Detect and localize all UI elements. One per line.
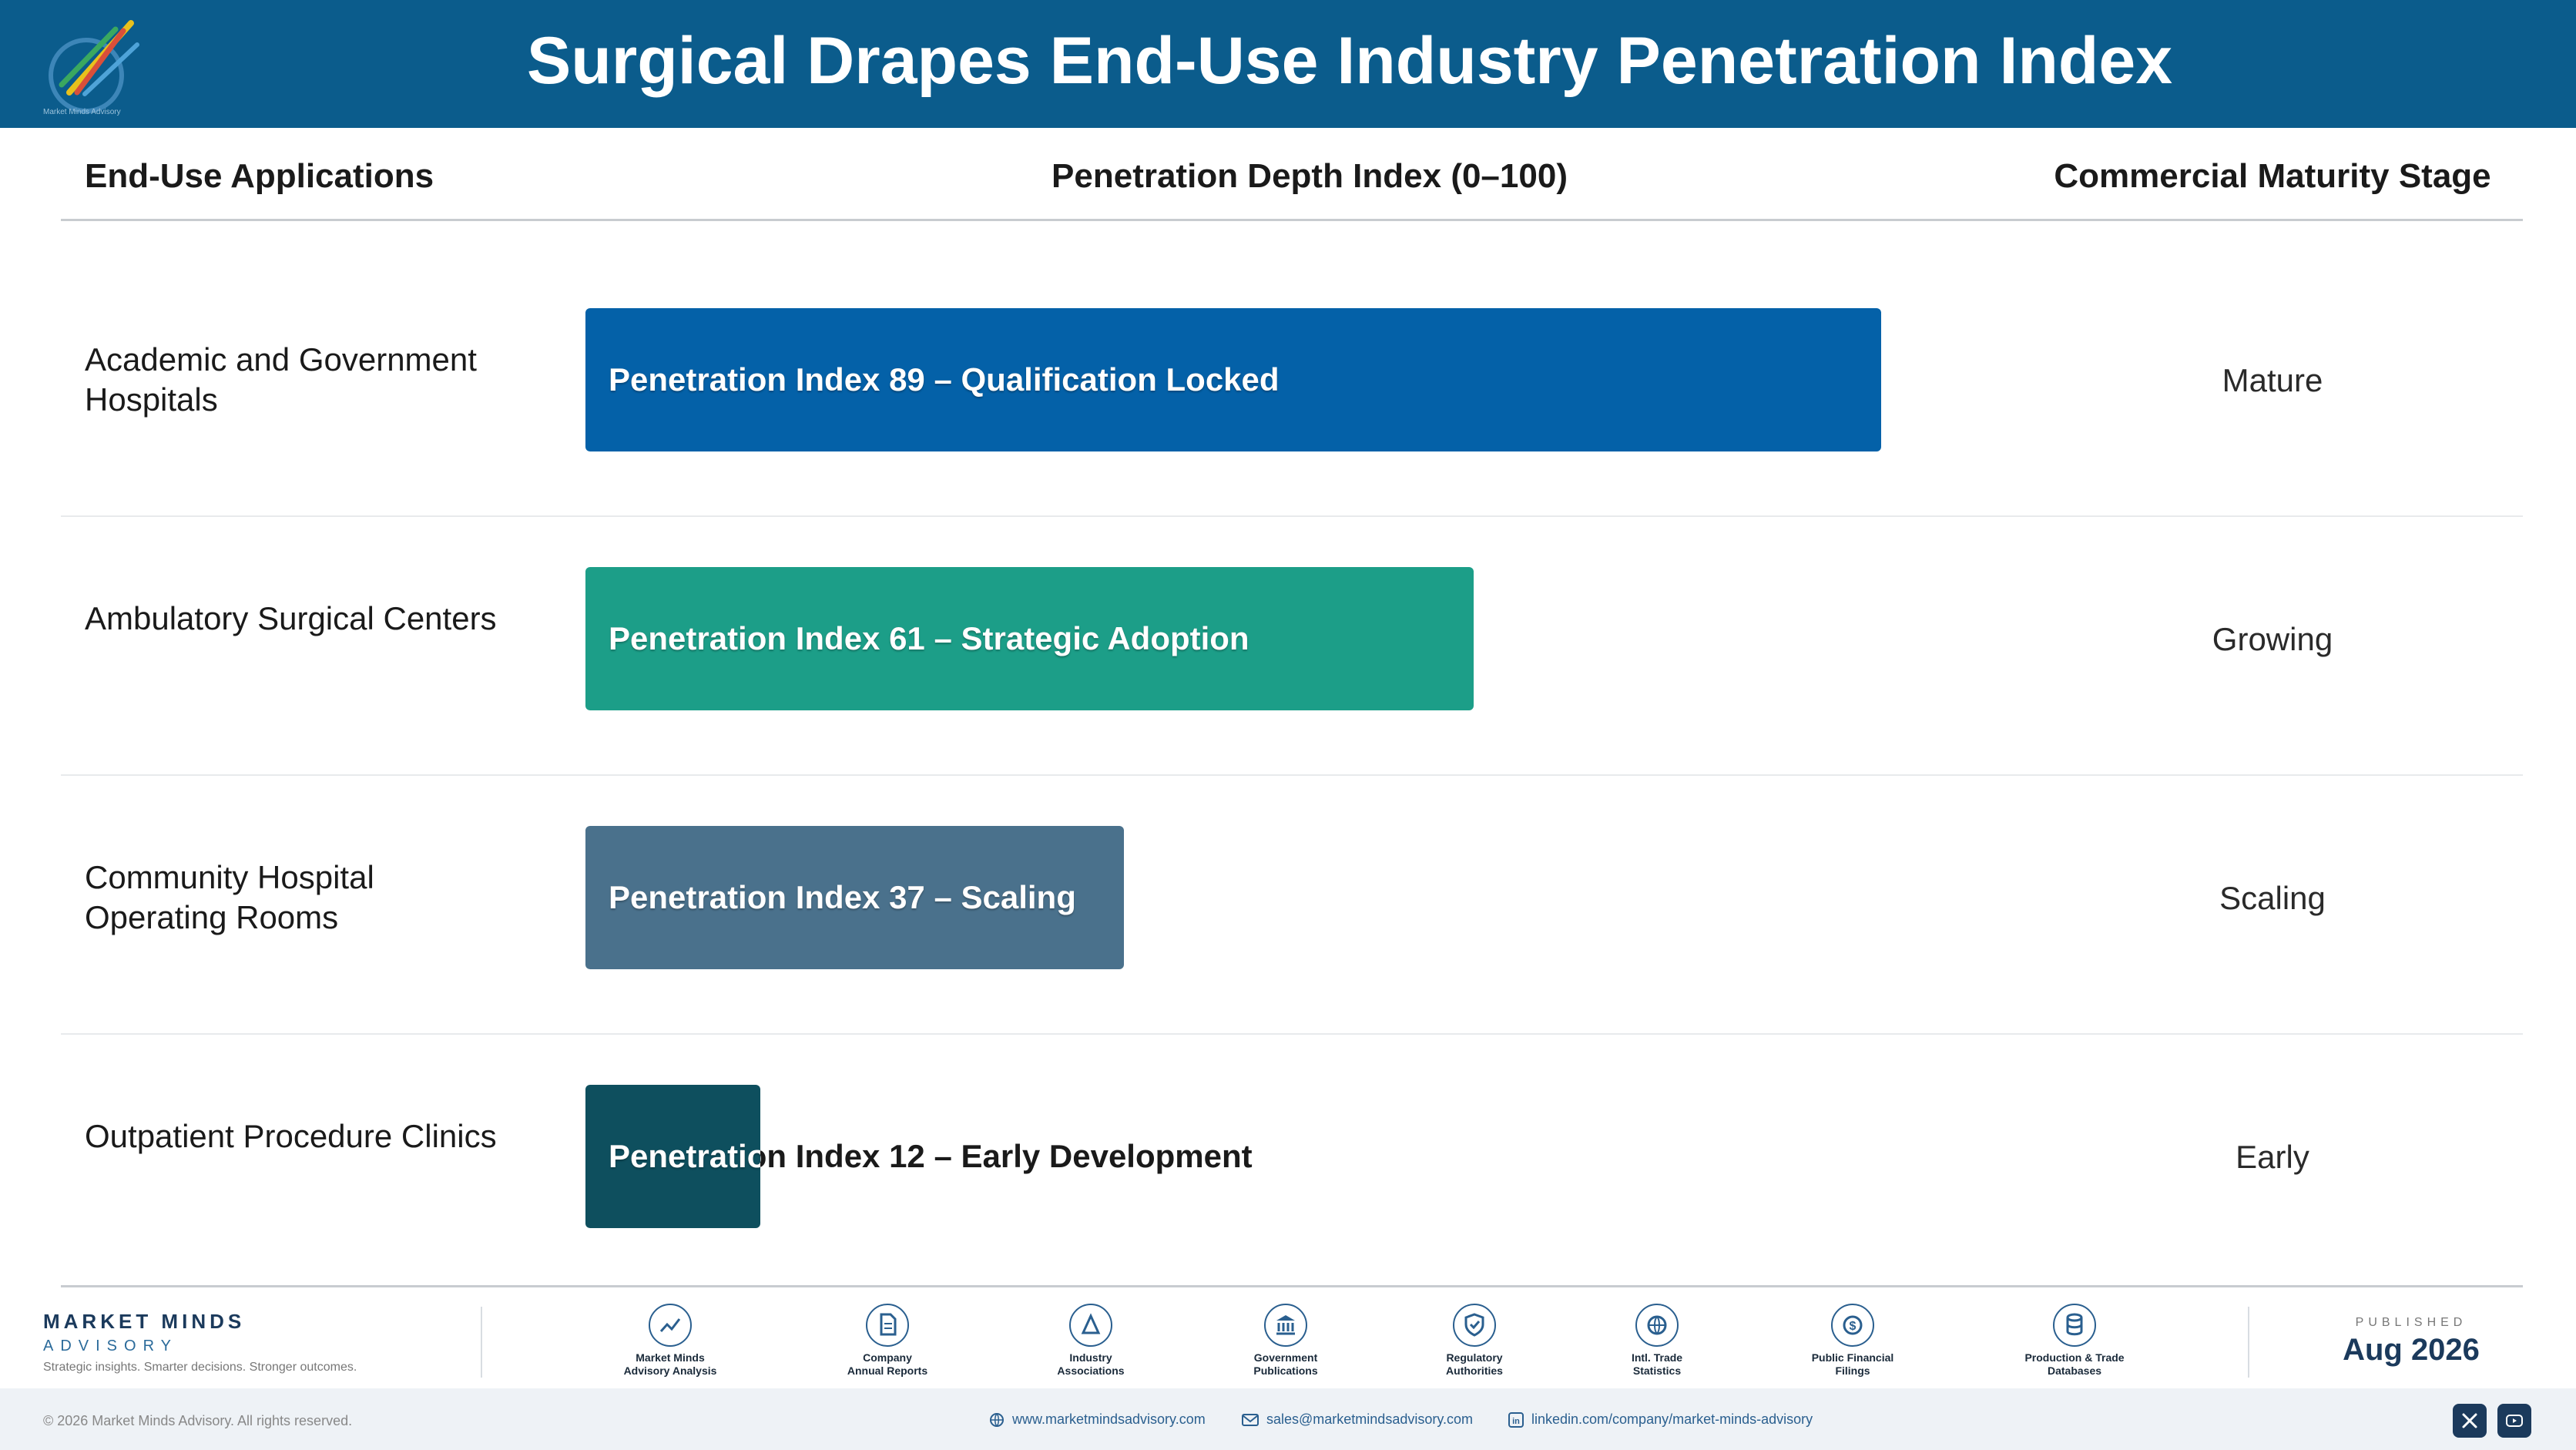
email-link[interactable]: sales@marketmindsadvisory.com: [1242, 1411, 1473, 1428]
x-icon: [2462, 1413, 2477, 1428]
bar-label-inside: Penetration Index 61 – Strategic Adoptio…: [609, 620, 1249, 656]
source-label: Intl. Trade Statistics: [1631, 1351, 1683, 1377]
website-text: www.marketmindsadvisory.com: [1012, 1411, 1206, 1427]
source-label: Production & Trade Databases: [2024, 1351, 2125, 1377]
bar-label-inside: Penetration Index 89 – Qualification Loc…: [609, 361, 1280, 398]
application-label: Academic and Government Hospitals: [85, 341, 477, 418]
maturity-stage: Mature: [2222, 362, 2323, 398]
application-label: Ambulatory Surgical Centers: [85, 600, 497, 636]
brand-subtitle: ADVISORY: [43, 1338, 178, 1354]
source-label: Industry Associations: [1057, 1351, 1125, 1377]
source-label: Company Annual Reports: [847, 1351, 928, 1377]
footer-divider: [481, 1307, 482, 1378]
header-bar: Market Minds Advisory Surgical Drapes En…: [0, 0, 2576, 128]
dollar-coin-icon: $: [1831, 1304, 1874, 1347]
maturity-stage: Early: [2236, 1139, 2309, 1175]
source-item: Market Minds Advisory Analysis: [601, 1304, 740, 1378]
brand-name: MARKET MINDS: [43, 1310, 246, 1333]
maturity-stage: Scaling: [2219, 880, 2326, 916]
network-icon: [1069, 1304, 1112, 1347]
source-item: Production & Trade Databases: [2005, 1304, 2144, 1378]
brand-tagline: Strategic insights. Smarter decisions. S…: [43, 1361, 357, 1374]
svg-text:$: $: [1850, 1320, 1857, 1333]
bar-label: Penetration Index 12 – Early Development: [609, 1138, 1253, 1174]
logo-caption: Market Minds Advisory: [43, 108, 121, 116]
bar-label-inside: Penetration Index 37 – Scaling: [609, 879, 1076, 915]
website-link[interactable]: www.marketmindsadvisory.com: [989, 1411, 1206, 1428]
source-item: Regulatory Authorities: [1405, 1304, 1544, 1378]
published-label: PUBLISHED: [2355, 1316, 2467, 1329]
header-divider: [61, 219, 2523, 221]
column-header-applications: End-Use Applications: [85, 157, 434, 195]
row-divider: [61, 1033, 2523, 1035]
penetration-bar: [585, 1085, 760, 1228]
copyright: © 2026 Market Minds Advisory. All rights…: [43, 1413, 353, 1428]
row-divider: [61, 515, 2523, 517]
globe-icon: [1635, 1304, 1679, 1347]
application-label: Community Hospital Operating Rooms: [85, 859, 374, 935]
database-icon: [2053, 1304, 2096, 1347]
page-title: Surgical Drapes End-Use Industry Penetra…: [526, 24, 2173, 98]
maturity-stage: Growing: [2212, 621, 2333, 657]
mail-icon: [1242, 1413, 1259, 1426]
logo-icon: [49, 20, 139, 113]
bar-label: Penetration Index 37 – Scaling: [609, 879, 1076, 915]
row-divider: [61, 774, 2523, 776]
source-label: Regulatory Authorities: [1446, 1351, 1503, 1377]
svg-text:in: in: [1512, 1417, 1520, 1426]
x-social-button[interactable]: [2453, 1404, 2487, 1438]
source-item: Intl. Trade Statistics: [1588, 1304, 1726, 1378]
footer-divider: [2248, 1307, 2249, 1378]
linkedin-text: linkedin.com/company/market-minds-adviso…: [1531, 1411, 1813, 1427]
government-building-icon: [1264, 1304, 1307, 1347]
youtube-social-button[interactable]: [2497, 1404, 2531, 1438]
linkedin-link[interactable]: in linkedin.com/company/market-minds-adv…: [1508, 1411, 1813, 1428]
column-header-penetration: Penetration Depth Index (0–100): [1052, 157, 1568, 195]
bar-label: Penetration Index 89 – Qualification Loc…: [609, 361, 1280, 398]
penetration-bar: [585, 826, 1124, 969]
source-label: Government Publications: [1253, 1351, 1318, 1377]
document-icon: [866, 1304, 909, 1347]
email-text: sales@marketmindsadvisory.com: [1266, 1411, 1474, 1427]
published-date: Aug 2026: [2343, 1333, 2480, 1367]
source-label: Market Minds Advisory Analysis: [623, 1351, 717, 1377]
sub-footer: [0, 1388, 2576, 1450]
application-label: Outpatient Procedure Clinics: [85, 1118, 497, 1154]
shield-check-icon: [1453, 1304, 1496, 1347]
youtube-icon: [2506, 1415, 2523, 1427]
penetration-bar: [585, 308, 1881, 451]
chart-line-icon: [649, 1304, 692, 1347]
source-item: Company Annual Reports: [818, 1304, 957, 1378]
bar-label: Penetration Index 61 – Strategic Adoptio…: [609, 620, 1249, 656]
source-item: Industry Associations: [1021, 1304, 1160, 1378]
source-item: Government Publications: [1216, 1304, 1355, 1378]
source-item: $ Public Financial Filings: [1783, 1304, 1922, 1378]
penetration-bar: [585, 567, 1474, 710]
source-label: Public Financial Filings: [1811, 1351, 1894, 1377]
chart-bottom-divider: [61, 1285, 2523, 1287]
linkedin-icon: in: [1508, 1411, 1524, 1428]
globe-icon: [990, 1412, 1004, 1427]
column-header-stage: Commercial Maturity Stage: [2054, 157, 2491, 195]
